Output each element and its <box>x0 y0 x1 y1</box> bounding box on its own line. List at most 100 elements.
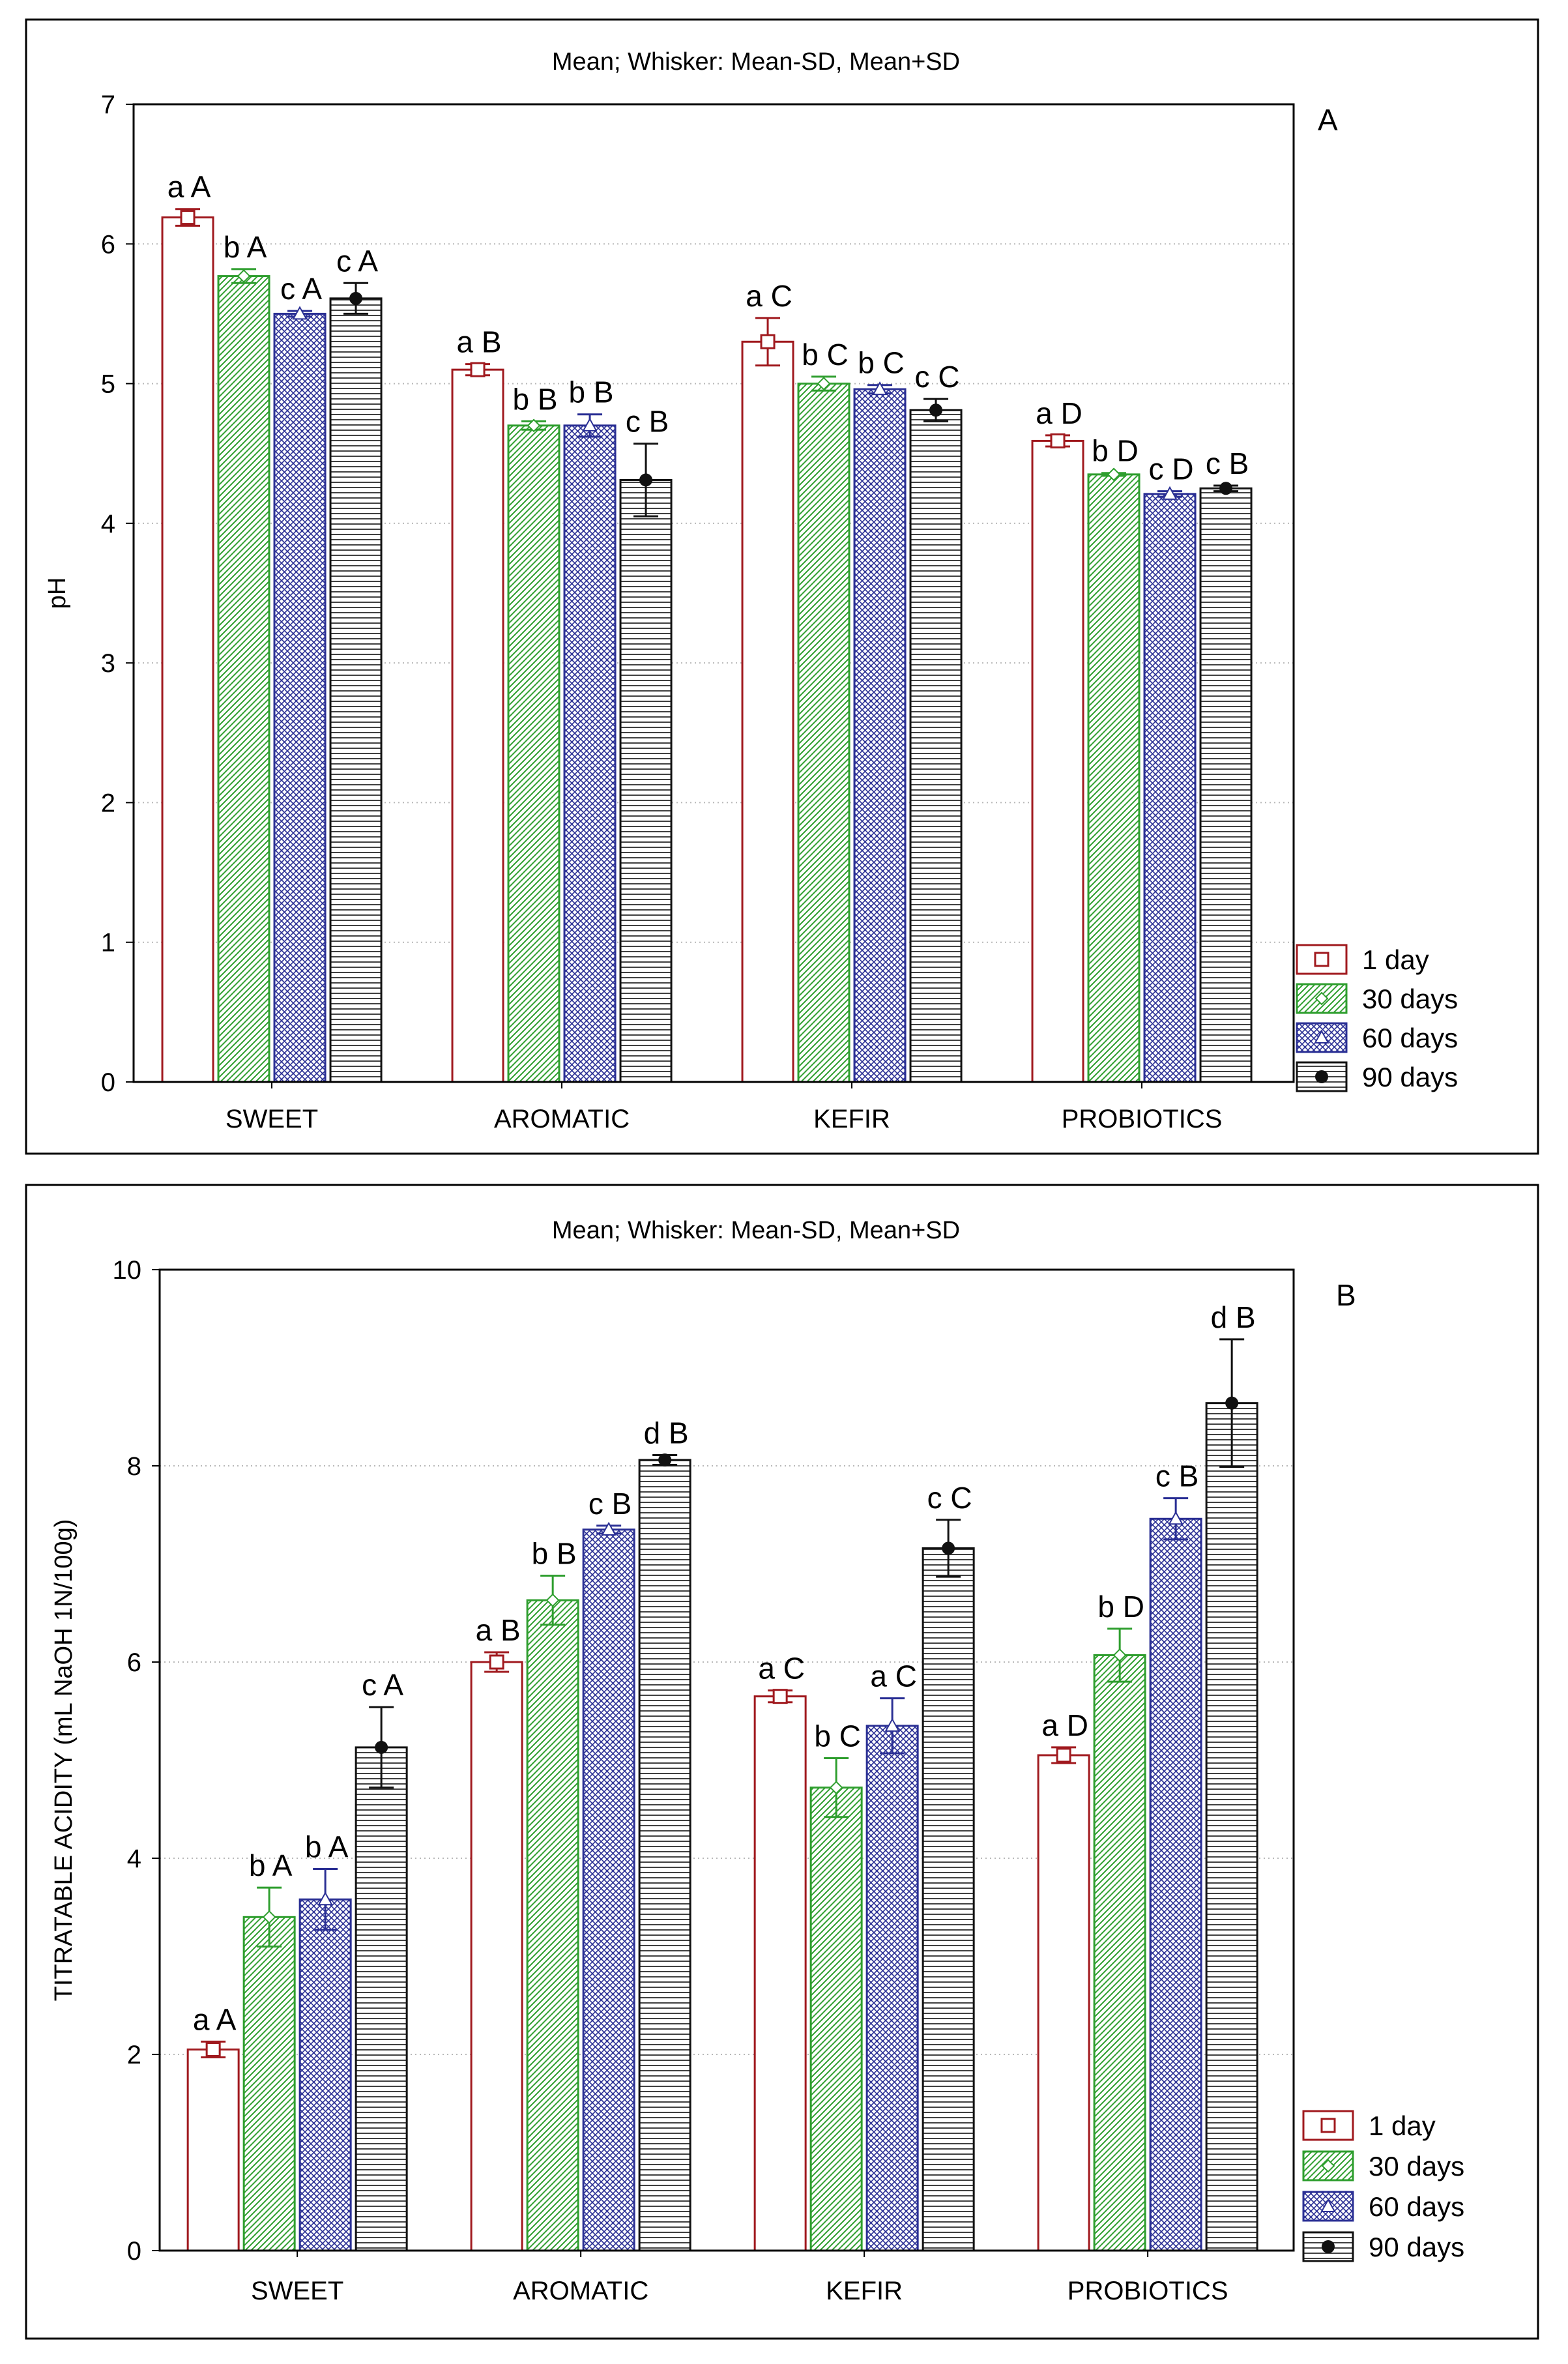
bar-probiotics-1-day <box>1031 439 1084 1083</box>
bar-aromatic-90-days <box>619 478 673 1083</box>
data-label: a B <box>476 1613 521 1647</box>
bar-aromatic-60-days <box>563 424 617 1083</box>
bar-probiotics-90-days <box>1205 1402 1258 2252</box>
legend-item-1-day: 1 day <box>1302 2110 1436 2141</box>
data-label: a A <box>193 2002 237 2036</box>
mean-marker <box>1168 1511 1183 1525</box>
data-label: b C <box>814 1719 861 1753</box>
legend-marker <box>1320 2198 1336 2212</box>
bar-kefir-60-days <box>865 1725 919 2252</box>
chart-panel-a: Mean; Whisker: Mean-SD, Mean+SD A 0 1 2 3 4 5 6 7… <box>25 18 1539 1155</box>
mean-marker <box>470 362 486 377</box>
data-label: c B <box>588 1487 632 1521</box>
data-label: b A <box>249 1848 293 1882</box>
mean-marker <box>180 210 196 226</box>
legend-marker <box>1314 991 1329 1006</box>
mean-marker <box>884 1717 900 1732</box>
mean-marker <box>1225 1396 1239 1410</box>
y-tick-label: 10 <box>113 1256 142 1285</box>
legend-marker <box>1322 2240 1335 2253</box>
mean-marker <box>527 418 541 433</box>
mean-marker <box>237 269 251 283</box>
data-label: a C <box>746 279 792 313</box>
legend-item-60-days: 60 days <box>1302 2191 1464 2222</box>
mean-marker <box>349 291 363 305</box>
data-label: b B <box>569 375 614 409</box>
bar-aromatic-1-day <box>470 1661 523 2252</box>
mean-marker <box>829 1781 843 1795</box>
bar-sweet-30-days <box>217 275 270 1083</box>
bar-kefir-60-days <box>853 388 907 1083</box>
bar-kefir-90-days <box>922 1547 975 2252</box>
data-label: a C <box>870 1659 917 1693</box>
mean-marker <box>658 1453 672 1467</box>
bar-sweet-30-days <box>242 1916 296 2252</box>
legend-label: 60 days <box>1369 2191 1464 2222</box>
bar-aromatic-30-days <box>526 1599 579 2252</box>
bar-probiotics-1-day <box>1037 1754 1090 2252</box>
chart-title: Mean; Whisker: Mean-SD, Mean+SD <box>552 48 960 76</box>
bar-probiotics-60-days <box>1143 493 1197 1083</box>
legend-label: 30 days <box>1369 2151 1464 2182</box>
data-label: a D <box>1041 1708 1088 1742</box>
legend-item-60-days: 60 days <box>1296 1022 1458 1053</box>
y-tick-label: 2 <box>127 2041 141 2069</box>
y-axis-title: TITRATABLE ACIDITY (mL NaOH 1N/100g) <box>50 1519 78 2002</box>
data-label: c B <box>626 405 669 439</box>
y-tick-label: 5 <box>101 370 115 399</box>
mean-marker <box>489 1654 504 1670</box>
legend-item-1-day: 1 day <box>1296 944 1429 975</box>
y-tick-label: 2 <box>101 789 115 817</box>
y-tick-label: 8 <box>127 1452 141 1481</box>
data-label: a A <box>167 170 211 204</box>
legend-swatch <box>1296 983 1348 1014</box>
legend-item-90-days: 90 days <box>1302 2231 1464 2262</box>
x-tick-label-probiotics: PROBIOTICS <box>1062 1105 1223 1133</box>
plot-area-border <box>158 1268 1295 2252</box>
bar-probiotics-30-days <box>1087 473 1140 1083</box>
data-label: b B <box>513 382 558 416</box>
y-tick-label: 7 <box>101 91 115 119</box>
bar-sweet-1-day <box>161 216 214 1083</box>
data-label: b B <box>532 1537 577 1571</box>
x-tick-label-aromatic: AROMATIC <box>494 1105 630 1133</box>
bar-aromatic-90-days <box>638 1459 691 2252</box>
y-tick-label: 1 <box>101 929 115 957</box>
data-label: c C <box>927 1481 972 1515</box>
panel-letter: B <box>1336 1278 1356 1312</box>
x-tick-label-sweet: SWEET <box>225 1105 318 1133</box>
mean-marker <box>872 381 888 396</box>
mean-marker <box>601 1521 617 1536</box>
data-label: d B <box>1211 1300 1256 1334</box>
data-label: a D <box>1036 396 1082 430</box>
legend-label: 90 days <box>1362 1062 1458 1092</box>
bar-probiotics-90-days <box>1199 487 1253 1083</box>
mean-marker <box>375 1740 388 1754</box>
mean-marker <box>1107 467 1121 482</box>
x-tick-label-kefir: KEFIR <box>813 1105 890 1133</box>
data-label: b D <box>1097 1590 1144 1624</box>
bar-probiotics-30-days <box>1093 1654 1146 2252</box>
bar-sweet-1-day <box>186 2048 240 2252</box>
bar-sweet-60-days <box>298 1898 352 2252</box>
mean-marker <box>292 306 308 320</box>
mean-marker <box>817 377 831 390</box>
data-label: b A <box>305 1830 349 1864</box>
y-tick-label: 4 <box>127 1845 141 1873</box>
mean-marker <box>1219 482 1233 495</box>
y-tick-label: 6 <box>101 230 115 259</box>
ph-chart: Mean; Whisker: Mean-SD, Mean+SD A 0 1 2 3 4 5 6 7… <box>25 18 1539 1155</box>
bar-probiotics-60-days <box>1149 1517 1202 2252</box>
bar-aromatic-30-days <box>507 424 560 1083</box>
mean-marker <box>582 417 598 431</box>
bar-kefir-90-days <box>909 409 963 1083</box>
y-tick-label: 0 <box>101 1068 115 1097</box>
y-tick-label: 6 <box>127 1648 141 1677</box>
bar-sweet-90-days <box>329 297 383 1083</box>
legend-label: 1 day <box>1369 2110 1436 2141</box>
legend-label: 90 days <box>1369 2232 1464 2262</box>
mean-marker <box>205 2041 221 2057</box>
legend-marker <box>1320 2118 1336 2133</box>
bar-kefir-1-day <box>753 1695 807 2252</box>
bar-aromatic-1-day <box>451 368 504 1083</box>
